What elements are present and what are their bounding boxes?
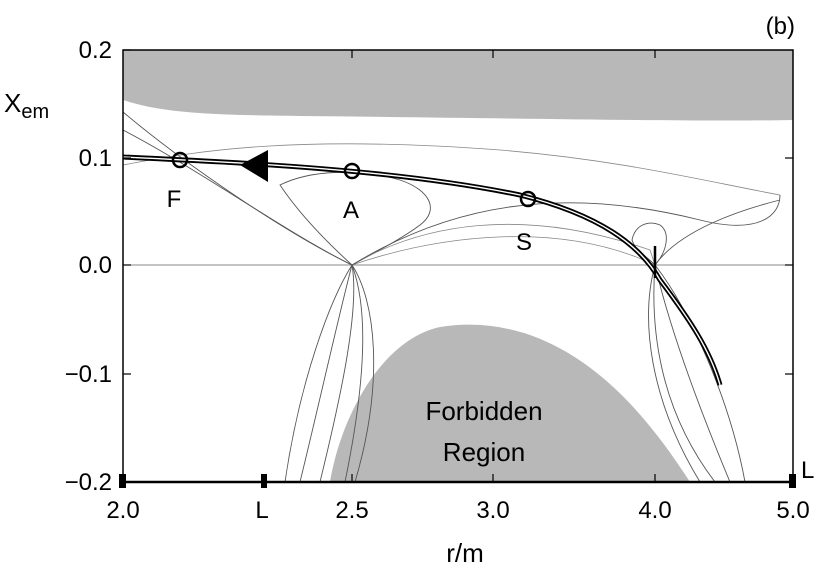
upper-shaded-region [123, 50, 793, 121]
point-label-a: A [343, 197, 359, 224]
point-label-f: F [167, 186, 182, 213]
x-axis-marker-left [119, 474, 126, 488]
contour-lines [123, 111, 781, 482]
forbidden-region-label-line2: Region [443, 437, 525, 467]
forbidden-region-label-line1: Forbidden [425, 396, 542, 426]
x-axis-end-label: L [801, 457, 814, 484]
forbidden-region-shape [330, 324, 690, 482]
y-tick-label-0-0: 0.0 [79, 252, 112, 279]
point-marker-a [343, 162, 361, 180]
x-tick-label-4-0: 4.0 [638, 497, 671, 524]
direction-arrow [240, 150, 268, 182]
x-tick-label-l: L [255, 497, 268, 524]
x-axis-marker-l [261, 474, 267, 488]
plot-area [123, 50, 793, 482]
panel-label: (b) [766, 13, 795, 40]
y-tick-label-neg-0-2: −0.2 [65, 469, 112, 496]
x-ticks [351, 50, 656, 482]
x-tick-label-5-0: 5.0 [776, 497, 809, 524]
y-tick-label-0-2: 0.2 [79, 37, 112, 64]
y-tick-label-neg-0-1: −0.1 [65, 361, 112, 388]
y-tick-label-0-1: 0.1 [79, 145, 112, 172]
x-tick-label-2-0: 2.0 [106, 497, 139, 524]
x-axis-label: r/m [446, 538, 484, 568]
trajectory-line-highlight [123, 156, 721, 386]
point-marker-s [519, 190, 537, 208]
point-marker-f [171, 151, 189, 169]
y-axis-label: Xem [4, 88, 49, 123]
point-label-s: S [516, 229, 532, 256]
x-axis-marker-right [789, 474, 796, 488]
y-ticks [123, 49, 793, 375]
x-tick-label-3-0: 3.0 [476, 497, 509, 524]
y-axis-label-subscript: em [21, 101, 49, 123]
y-axis-label-main: X [4, 88, 21, 118]
x-tick-label-2-5: 2.5 [335, 497, 368, 524]
